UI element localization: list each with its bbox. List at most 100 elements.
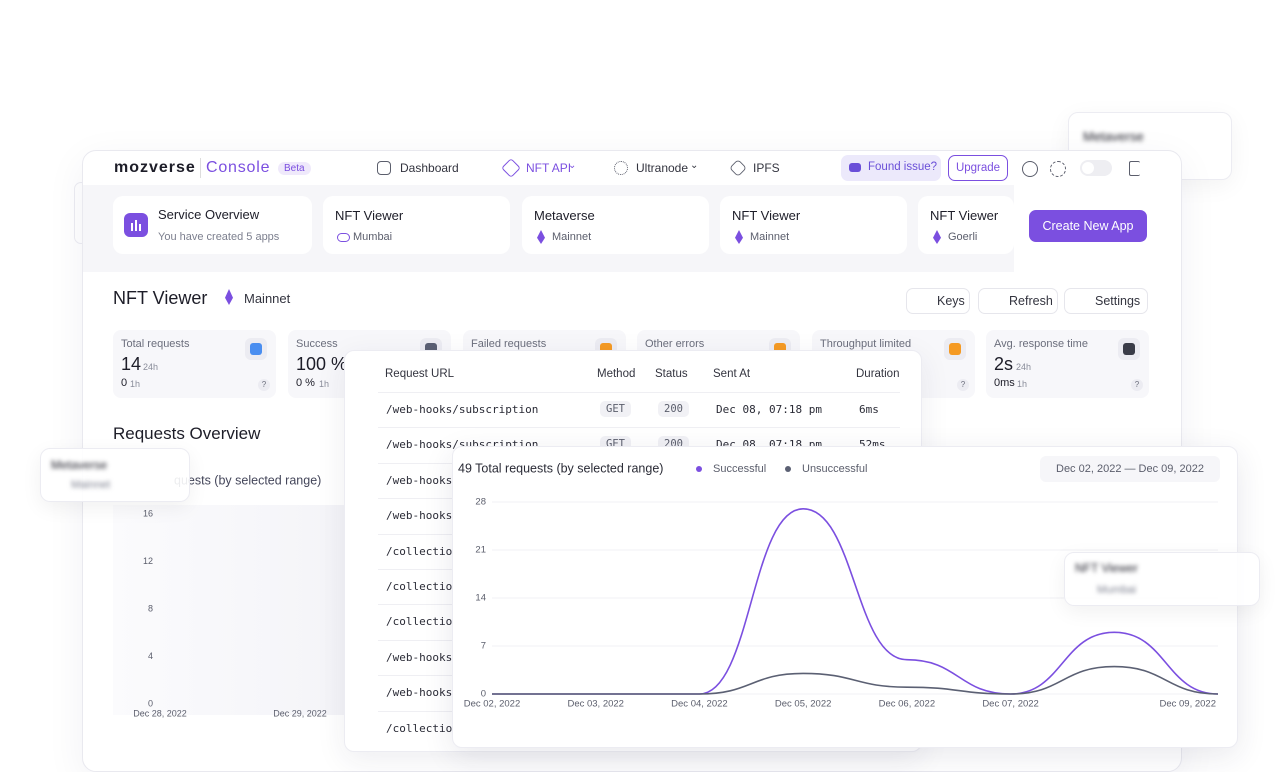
support-icon[interactable] <box>1022 161 1038 177</box>
stat-sub-value: 0 % <box>296 377 315 389</box>
stat-label: Other errors <box>645 338 705 350</box>
app-card[interactable] <box>323 196 510 254</box>
app-network: Mainnet <box>244 291 291 306</box>
app-network: Mainnet <box>552 231 592 243</box>
discord-icon <box>849 163 861 172</box>
app-card[interactable] <box>720 196 907 254</box>
row-divider <box>378 392 900 393</box>
logout-icon[interactable] <box>1129 161 1140 176</box>
stat-value: 14 <box>121 354 142 374</box>
network-icon <box>735 230 743 244</box>
legend-swatch <box>785 466 791 472</box>
x-tick-label: Dec 05, 2022 <box>775 699 832 710</box>
caret: ⌄ <box>568 160 577 171</box>
theme-toggle[interactable] <box>1080 160 1112 176</box>
method-badge: GET <box>600 401 631 417</box>
app-network: Mumbai <box>353 231 393 243</box>
network-icon <box>537 230 545 244</box>
product: Console <box>206 159 271 176</box>
column-header: Sent At <box>713 368 751 380</box>
y-tick-label: 12 <box>143 556 153 566</box>
help-icon: ? <box>957 379 969 391</box>
divider <box>200 158 201 178</box>
caret: ⌄ <box>690 160 699 171</box>
table-cell: 6ms <box>859 403 879 416</box>
date-range-box[interactable] <box>1040 456 1220 482</box>
status-badge: 200 <box>658 401 689 417</box>
app-card[interactable] <box>918 196 1014 254</box>
stat-period: 24h <box>143 362 159 372</box>
help-icon: ? <box>258 379 270 391</box>
y-tick-label: 0 <box>148 698 153 708</box>
stat-sub-period: 1h <box>319 379 330 389</box>
stat-icon-glyph <box>250 343 262 355</box>
overview-subtitle: You have created 5 apps <box>158 231 280 243</box>
row-divider <box>378 427 900 429</box>
app-title: NFT Viewer <box>113 288 208 308</box>
column-header: Status <box>655 368 688 380</box>
floating-card: NFT Viewer Mumbai <box>1064 552 1260 606</box>
settings-button[interactable]: Settings <box>1064 288 1148 314</box>
table-cell: Dec 08, 07:18 pm <box>716 403 822 416</box>
settings-icon[interactable] <box>1050 161 1066 177</box>
stat-value: 2s <box>994 354 1014 374</box>
floating-card: Metaverse Mainnet <box>40 448 190 502</box>
column-header: Request URL <box>385 368 455 380</box>
badge: Beta <box>278 162 311 175</box>
network-icon <box>933 230 941 244</box>
series-line <box>491 665 1219 695</box>
y-tick-label: 0 <box>481 689 486 700</box>
nav-item[interactable]: Dashboard <box>400 161 459 175</box>
y-tick-label: 28 <box>475 497 486 508</box>
table-cell: /collectio <box>386 615 453 629</box>
table-cell: /collectio <box>386 580 453 593</box>
x-tick-label: Dec 06, 2022 <box>879 699 936 710</box>
y-tick-label: 7 <box>481 641 486 652</box>
table-cell: /web-hooks <box>386 509 453 523</box>
app-name: NFT Viewer <box>335 208 404 223</box>
page: Metaverse mozverse Console Beta Dashboar… <box>40 112 1260 772</box>
y-tick-label: 21 <box>475 545 486 556</box>
table-cell: /web-hooks <box>386 473 453 487</box>
x-tick-label: Dec 28, 2022 <box>133 708 187 718</box>
back-chart: quests (by selected range) 0 4 8 12 16 Dec 28… <box>133 473 327 718</box>
stat-label: Throughput limited <box>820 338 912 350</box>
keys-button[interactable]: Keys <box>906 288 970 314</box>
help-icon: ? <box>1131 379 1143 391</box>
nav-item[interactable]: IPFS <box>753 161 780 175</box>
brand: mozverse <box>114 159 196 176</box>
network-icon <box>337 233 350 242</box>
overview-icon <box>124 213 148 237</box>
floating-card-name: Metaverse <box>1083 129 1144 144</box>
stat-label: Failed requests <box>471 338 547 350</box>
chart-title: quests (by selected range) <box>174 473 321 487</box>
legend-label: Unsuccessful <box>802 463 867 475</box>
app-name: NFT Viewer <box>732 208 801 223</box>
stat-label: Total requests <box>121 338 190 350</box>
stat-sub-value: 0ms <box>994 377 1015 389</box>
stat-sub-period: 1h <box>1017 379 1028 389</box>
upgrade-button[interactable]: Upgrade <box>948 155 1008 181</box>
table-cell: /web-hooks <box>386 650 453 664</box>
app-network: Mainnet <box>750 231 790 243</box>
legend-label: Successful <box>713 463 766 475</box>
nav-item[interactable]: Ultranode <box>636 161 689 175</box>
stat-icon-glyph <box>949 343 961 355</box>
refresh-button[interactable]: Refresh <box>978 288 1058 314</box>
stat-period: 24h <box>1016 362 1032 372</box>
eth-icon <box>225 289 233 305</box>
y-tick-label: 14 <box>475 593 486 604</box>
nav-item[interactable]: NFT API <box>526 161 572 175</box>
table-cell: /collectio <box>386 721 453 735</box>
chart-title: 49 Total requests (by selected range) <box>458 461 663 475</box>
x-tick-label: Dec 07, 2022 <box>982 699 1039 710</box>
floating-card-name: Metaverse <box>51 458 108 472</box>
stat-sub-value: 0 <box>121 377 128 389</box>
column-header: Duration <box>856 368 900 380</box>
app-name: NFT Viewer <box>930 208 999 223</box>
create-app-button[interactable]: Create New App <box>1029 210 1147 242</box>
toggle-knob <box>1082 162 1094 174</box>
app-card[interactable] <box>522 196 709 254</box>
overview-title: Service Overview <box>158 207 260 222</box>
report-label: Found issue? <box>868 161 938 173</box>
